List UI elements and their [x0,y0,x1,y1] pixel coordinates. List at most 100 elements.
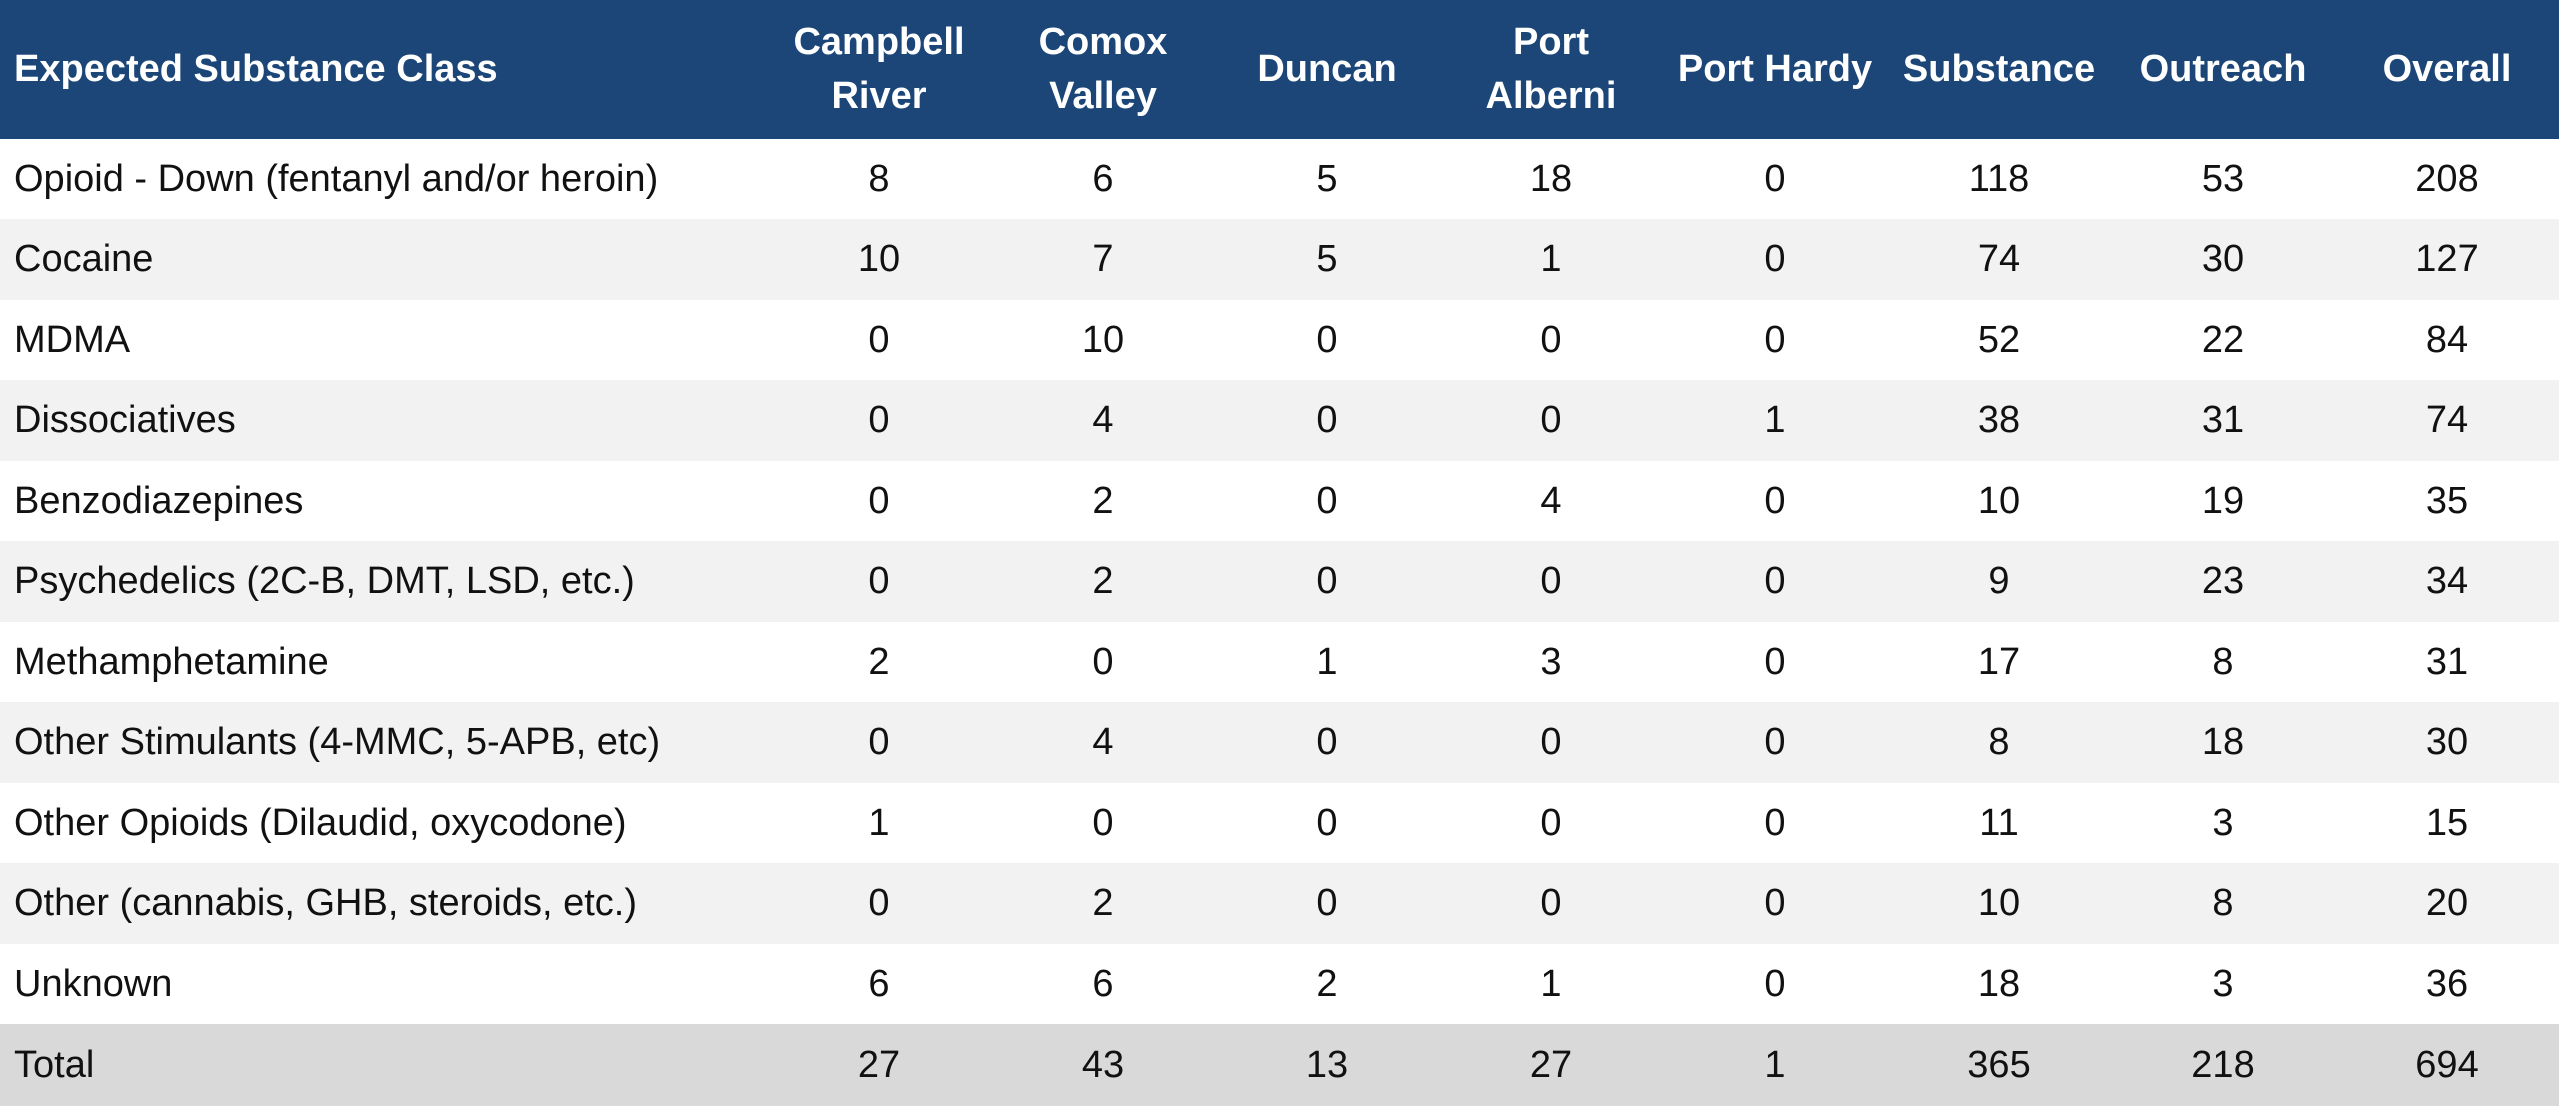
cell: 18 [2111,702,2335,783]
cell: 1 [1439,219,1663,300]
cell: 9 [1887,541,2111,622]
header-row: Expected Substance Class Campbell River Co… [0,0,2559,139]
cell: 7 [991,219,1215,300]
cell: 2 [1316,962,1338,1005]
cell: 74 [1887,219,2111,300]
cell: 0 [1764,479,1786,522]
cell: 10 [1887,863,2111,944]
row-label: Other (cannabis, GHB, steroids, etc.) [0,863,767,944]
cell: 4 [991,380,1215,461]
cell: 0 [868,318,890,361]
cell: 22 [2201,318,2245,361]
cell: 3 [2212,801,2234,844]
cell: 8 [868,157,890,200]
table-row: Opioid - Down (fentanyl and/or heroin) 8 6… [0,139,2559,219]
cell: 20 [2335,863,2559,944]
cell: 0 [767,702,991,783]
cell: 74 [2335,380,2559,461]
cell: 694 [2335,1024,2559,1106]
cell: 43 [991,1024,1215,1106]
cell: 0 [767,380,991,461]
cell: 30 [2111,219,2335,300]
cell: 0 [1663,863,1887,944]
cell: 23 [2111,541,2335,622]
table-row: Other Opioids (Dilaudid, oxycodone) 1 0 0 0 0… [0,783,2559,863]
cell: 6 [868,962,890,1005]
cell: 0 [767,863,991,944]
cell: 1 [868,801,890,844]
cell: 0 [1316,318,1338,361]
cell: 13 [1215,1024,1439,1106]
row-label: MDMA [14,318,131,361]
cell: 4 [1540,479,1562,522]
table-row: Other Stimulants (4-MMC, 5-APB, etc) 0 4 0 0… [0,702,2559,783]
cell: 35 [2425,479,2469,522]
cell: 10 [1977,479,2021,522]
cell: 17 [1977,640,2021,683]
cell: 0 [1540,801,1562,844]
cell: 1 [1663,380,1887,461]
cell: 0 [1439,702,1663,783]
column-header: Outreach [2111,0,2335,139]
table-row: Benzodiazepines 0 2 0 4 0 10 19 35 [0,461,2559,541]
cell: 0 [868,479,890,522]
cell: 6 [1092,157,1114,200]
cell: 218 [2111,1024,2335,1106]
cell: 10 [1081,318,1125,361]
cell: 5 [1215,219,1439,300]
cell: 0 [1215,541,1439,622]
cell: 3 [2212,962,2234,1005]
cell: 0 [1663,219,1887,300]
cell: 0 [1092,801,1114,844]
cell: 8 [2212,640,2234,683]
cell: 0 [1316,801,1338,844]
cell: 0 [1663,541,1887,622]
cell: 208 [2415,157,2479,200]
cell: 27 [767,1024,991,1106]
cell: 365 [1887,1024,2111,1106]
cell: 53 [2201,157,2245,200]
cell: 30 [2335,702,2559,783]
table-row: Cocaine 10 7 5 1 0 74 30 127 [0,219,2559,300]
cell: 31 [2425,640,2469,683]
column-header: Campbell River [767,0,991,139]
cell: 3 [1540,640,1562,683]
column-header: Port Hardy [1663,0,1887,139]
cell: 10 [767,219,991,300]
cell: 6 [1092,962,1114,1005]
row-label: Cocaine [0,219,767,300]
column-header: Comox Valley [991,0,1215,139]
cell: 34 [2335,541,2559,622]
cell: 0 [767,541,991,622]
cell: 0 [1215,863,1439,944]
cell: 19 [2201,479,2245,522]
table-row: Unknown 6 6 2 1 0 18 3 36 [0,944,2559,1024]
cell: 27 [1439,1024,1663,1106]
cell: 0 [1316,479,1338,522]
row-label: Other Opioids (Dilaudid, oxycodone) [14,801,627,844]
cell: 15 [2425,801,2469,844]
table-row: MDMA 0 10 0 0 0 52 22 84 [0,300,2559,380]
cell: 2 [868,640,890,683]
cell: 1 [1663,1024,1887,1106]
row-label: Benzodiazepines [14,479,304,522]
cell: 36 [2425,962,2469,1005]
table-row: Psychedelics (2C-B, DMT, LSD, etc.) 0 2 0 0 0… [0,541,2559,622]
cell: 0 [1764,962,1786,1005]
cell: 0 [1092,640,1114,683]
row-label: Total [0,1024,767,1106]
cell: 4 [991,702,1215,783]
cell: 0 [1764,318,1786,361]
column-header: Duncan [1215,0,1439,139]
cell: 0 [1439,380,1663,461]
cell: 1 [1540,962,1562,1005]
cell: 2 [1092,479,1114,522]
total-row: Total 27 43 13 27 1 365 218 694 [0,1024,2559,1106]
column-header: Substance [1887,0,2111,139]
row-label: Unknown [14,962,173,1005]
cell: 18 [1977,962,2021,1005]
cell: 0 [1215,380,1439,461]
row-label: Methamphetamine [14,640,329,683]
